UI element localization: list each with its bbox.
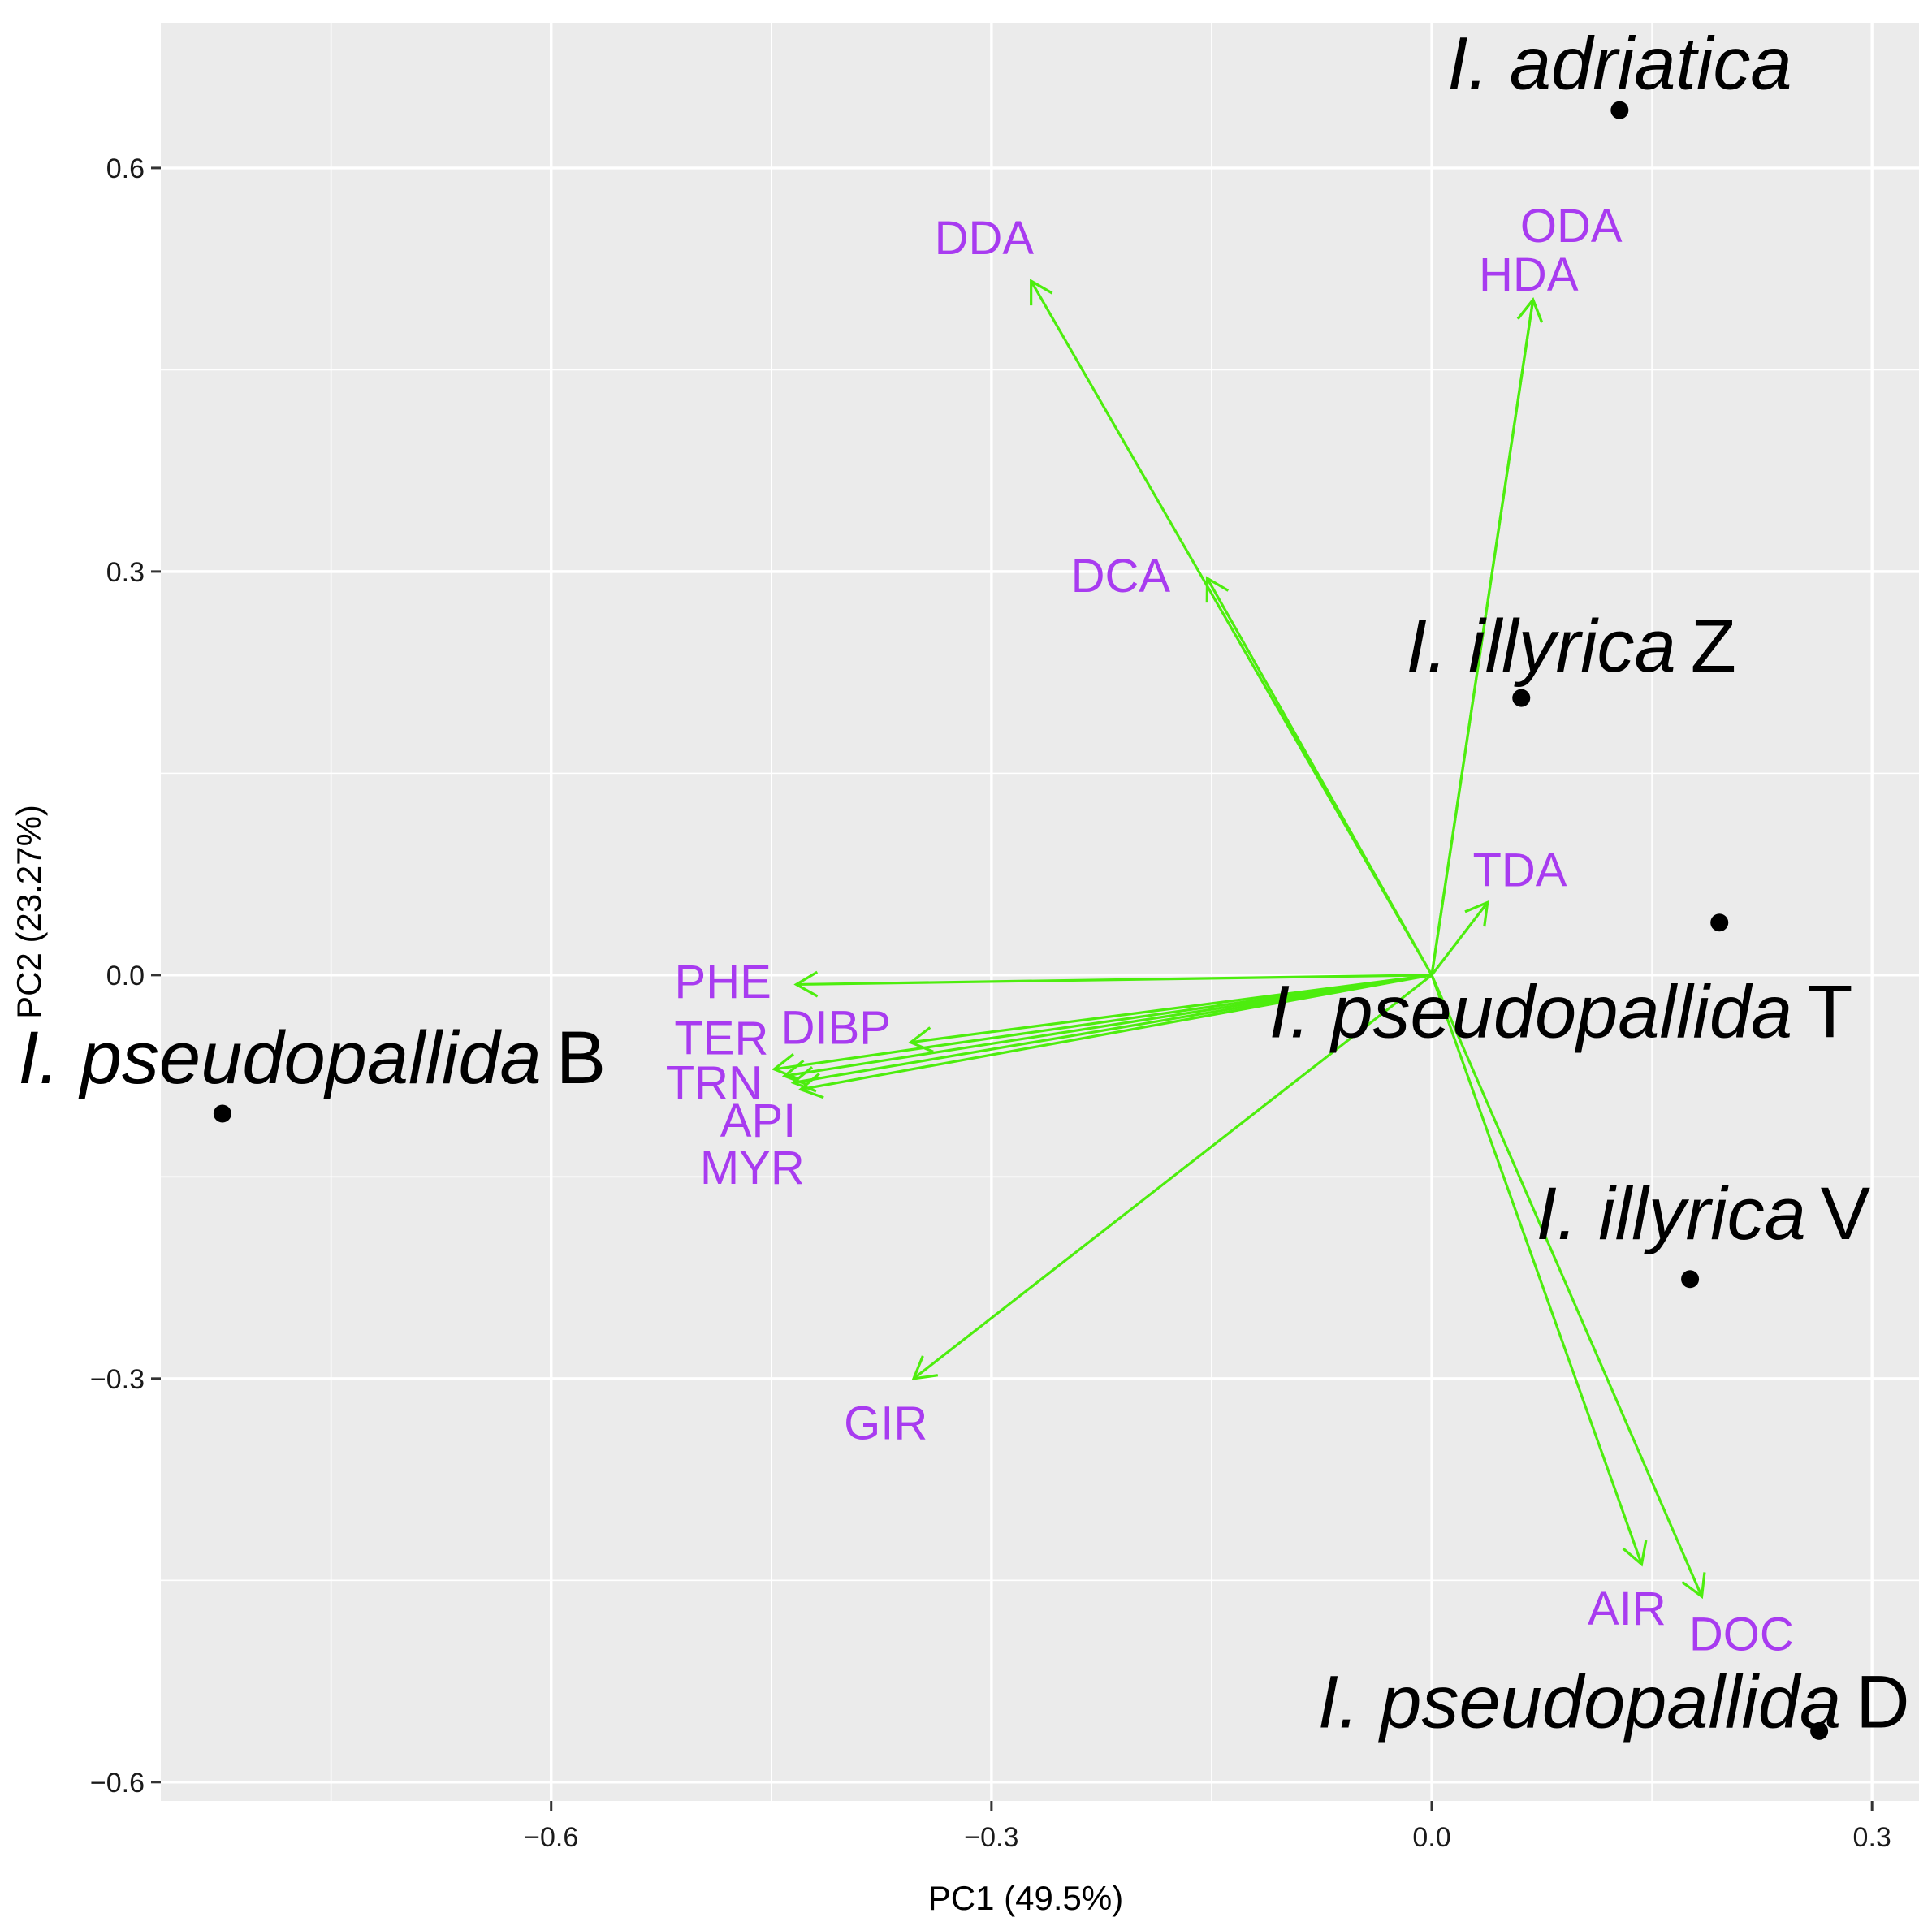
score-point bbox=[1681, 1270, 1700, 1289]
arrow-shaft bbox=[1206, 577, 1433, 976]
grid-lines bbox=[161, 23, 1919, 1801]
x-tick-label: 0.3 bbox=[1853, 1822, 1891, 1853]
species-name: I. illyrica bbox=[1537, 1172, 1806, 1255]
species-name: I. pseudopallida bbox=[18, 1017, 542, 1099]
arrow-head bbox=[1622, 1540, 1648, 1567]
species-name: I. pseudopallida bbox=[1318, 1660, 1842, 1743]
loading-arrow-air bbox=[1430, 974, 1648, 1567]
x-tick-label: −0.3 bbox=[964, 1822, 1018, 1853]
arrow-head bbox=[1464, 900, 1489, 927]
arrow-head bbox=[911, 1355, 939, 1380]
species-suffix: Z bbox=[1691, 605, 1736, 688]
x-tick-label: 0.0 bbox=[1412, 1822, 1450, 1853]
loading-arrow-gir bbox=[911, 974, 1433, 1380]
arrow-shaft bbox=[1430, 300, 1535, 976]
species-suffix: B bbox=[556, 1017, 606, 1099]
species-name: I. adriatica bbox=[1447, 23, 1792, 106]
species-label: I. pseudopallida T bbox=[1269, 971, 1853, 1054]
arrow-shaft bbox=[913, 974, 1433, 1380]
score-point bbox=[1610, 101, 1629, 119]
species-label: I. pseudopallida D bbox=[1318, 1660, 1910, 1743]
variable-label-dca: DCA bbox=[1071, 550, 1171, 602]
loading-arrow-doc bbox=[1430, 974, 1706, 1600]
loading-arrow-myr bbox=[797, 974, 1433, 1099]
loading-arrows bbox=[772, 279, 1706, 1600]
variable-label-dibp: DIBP bbox=[781, 1001, 891, 1054]
arrow-head bbox=[1681, 1572, 1706, 1600]
variable-label-trn: TRN bbox=[666, 1056, 763, 1109]
species-name: I. pseudopallida bbox=[1269, 971, 1793, 1054]
variable-label-tda: TDA bbox=[1472, 844, 1567, 897]
arrow-head bbox=[1205, 576, 1230, 603]
variable-label-doc: DOC bbox=[1689, 1609, 1794, 1661]
arrow-head bbox=[1516, 297, 1544, 323]
arrow-head bbox=[793, 970, 819, 998]
variable-label-gir: GIR bbox=[844, 1397, 927, 1450]
loading-arrow-oda bbox=[1430, 297, 1544, 976]
loading-arrow-tda bbox=[1430, 900, 1489, 976]
arrow-shaft bbox=[796, 974, 1433, 987]
x-tick-label: −0.6 bbox=[524, 1822, 578, 1853]
arrow-shaft bbox=[800, 974, 1433, 1091]
arrow-head bbox=[1030, 279, 1053, 306]
y-tick-label: −0.6 bbox=[90, 1768, 145, 1799]
plot-panel bbox=[161, 23, 1919, 1801]
score-points bbox=[213, 101, 1829, 1740]
species-suffix: D bbox=[1856, 1660, 1909, 1743]
species-name: I. illyrica bbox=[1406, 605, 1675, 688]
species-suffix: V bbox=[1821, 1172, 1870, 1255]
y-axis-title: PC2 (23.27%) bbox=[10, 805, 48, 1019]
arrow-shaft bbox=[1430, 901, 1489, 976]
variable-label-oda: ODA bbox=[1520, 200, 1623, 253]
arrow-shaft bbox=[784, 974, 1433, 1077]
y-tick-label: 0.3 bbox=[106, 557, 145, 588]
variable-label-hda: HDA bbox=[1479, 248, 1579, 301]
score-point bbox=[213, 1104, 231, 1123]
score-point bbox=[1810, 1721, 1829, 1740]
x-axis-title: PC1 (49.5%) bbox=[928, 1879, 1123, 1917]
arrow-head bbox=[797, 1073, 824, 1099]
species-label: I. pseudopallida B bbox=[18, 1017, 606, 1099]
species-label: I. illyrica Z bbox=[1406, 605, 1735, 688]
variable-label-air: AIR bbox=[1588, 1583, 1666, 1635]
arrow-shaft bbox=[1430, 974, 1704, 1597]
arrow-shaft bbox=[1430, 974, 1643, 1565]
variable-label-myr: MYR bbox=[700, 1142, 805, 1194]
variable-label-dda: DDA bbox=[935, 212, 1035, 265]
arrow-shaft bbox=[774, 974, 1433, 1071]
score-point bbox=[1710, 913, 1729, 932]
variable-label-ter: TER bbox=[674, 1013, 768, 1065]
y-tick-label: 0.0 bbox=[106, 961, 145, 991]
y-tick-label: 0.6 bbox=[106, 153, 145, 184]
species-suffix: T bbox=[1807, 971, 1852, 1054]
species-label: I. adriatica bbox=[1447, 23, 1792, 106]
axes: −0.6 −0.3 0.0 0.3 −0.6 −0.3 0.0 0.3 0.6 bbox=[90, 153, 1891, 1853]
loading-arrow-phe bbox=[793, 970, 1433, 998]
loading-arrow-dca bbox=[1205, 576, 1433, 976]
score-point bbox=[1512, 689, 1531, 707]
species-label: I. illyrica V bbox=[1537, 1172, 1871, 1255]
variable-label-api: API bbox=[720, 1095, 797, 1147]
y-tick-label: −0.3 bbox=[90, 1364, 145, 1395]
arrow-shaft bbox=[793, 974, 1433, 1084]
variable-label-phe: PHE bbox=[675, 956, 772, 1008]
